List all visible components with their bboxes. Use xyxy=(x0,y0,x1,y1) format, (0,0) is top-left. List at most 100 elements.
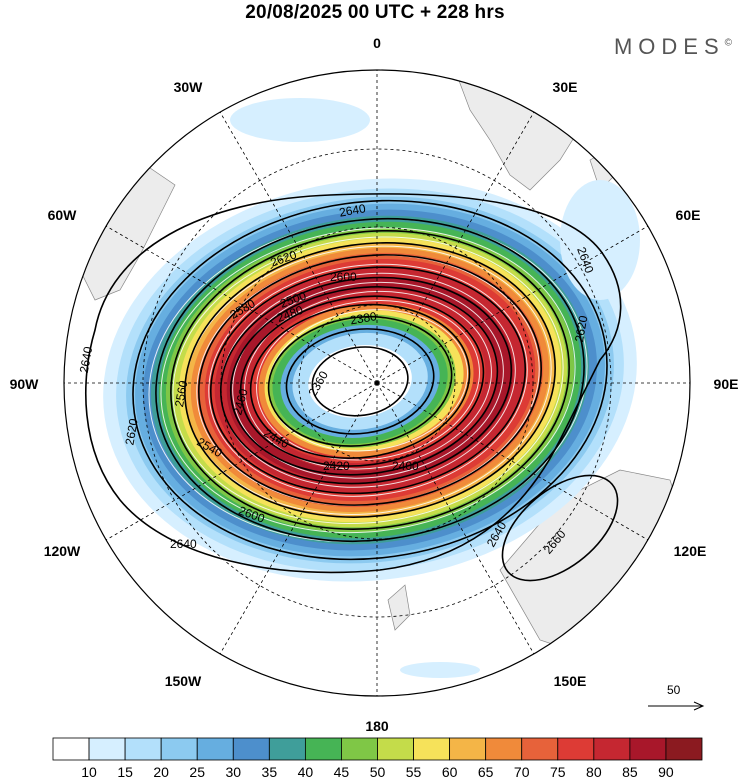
reference-vector-label: 50 xyxy=(667,683,681,697)
colorbar-swatches xyxy=(52,737,703,761)
modes-logo: MODES© xyxy=(614,34,732,60)
contour-2560 xyxy=(184,242,556,518)
meridian-150e xyxy=(376,382,535,655)
colorbar-tick-label: 60 xyxy=(442,764,458,780)
lon-label-30w: 30W xyxy=(174,79,204,95)
colorbar-tick-label: 50 xyxy=(370,764,386,780)
meridian-120e xyxy=(376,382,649,541)
new-zealand-land xyxy=(387,584,411,631)
longitude-labels: 0 30E 60E 90E 120E 150E 180 150W 120W 90… xyxy=(10,35,739,734)
meridian-60e xyxy=(376,225,649,384)
meridian-30e xyxy=(376,111,535,384)
contour-label: 2640 xyxy=(77,345,95,374)
contour-2460 xyxy=(229,286,499,476)
colorbar-tick-label: 25 xyxy=(189,764,205,780)
colorbar-swatch xyxy=(160,737,198,761)
colorbar-swatch xyxy=(341,737,378,761)
map-boundary xyxy=(63,69,691,697)
colorbar-tick-label: 65 xyxy=(478,764,494,780)
colorbar-swatch xyxy=(304,737,342,761)
lon-label-60e: 60E xyxy=(676,207,701,223)
colorbar-tick-label: 85 xyxy=(622,764,638,780)
height-contours xyxy=(85,193,622,582)
jet-inner-calm xyxy=(308,345,412,418)
contour-2440 xyxy=(239,295,485,467)
colorbar-swatch xyxy=(557,737,595,761)
colorbar-swatch xyxy=(124,737,162,761)
streamline xyxy=(256,300,480,461)
colorbar: 10 15 20 25 30 35 40 45 50 55 60 65 70 75 80 85 90 xyxy=(52,737,703,780)
colorbar-tick-label: 15 xyxy=(117,764,133,780)
colorbar-swatch xyxy=(88,737,126,761)
contour-label: 2620 xyxy=(572,314,590,343)
contour-label: 2600 xyxy=(330,270,357,284)
streamline xyxy=(172,236,564,525)
colorbar-tick-label: 75 xyxy=(550,764,566,780)
contour-2620 xyxy=(132,199,608,561)
colorbar-swatch xyxy=(268,737,306,761)
meridian-60w xyxy=(105,225,378,384)
arrowhead-icon xyxy=(693,701,705,711)
patch-pacific xyxy=(400,662,480,678)
streamline xyxy=(244,290,492,470)
lon-label-180: 180 xyxy=(365,718,389,734)
meridians xyxy=(64,70,690,696)
streamline xyxy=(208,263,528,497)
contour-2500 xyxy=(209,266,527,495)
colorbar-tick-label: 45 xyxy=(334,764,350,780)
colorbar-ticks: 10 15 20 25 30 35 40 45 50 55 60 65 70 75 80 85 90 xyxy=(81,764,674,780)
weak-wind-patches xyxy=(230,98,640,678)
lon-label-90w: 90W xyxy=(10,376,40,392)
patch-indian xyxy=(560,180,640,300)
contour-label: 2640 xyxy=(338,201,367,219)
contour-2400 xyxy=(267,315,453,447)
streamline xyxy=(232,281,504,479)
contour-2420 xyxy=(249,303,471,459)
contour-label: 2560 xyxy=(172,379,190,408)
colorbar-swatch xyxy=(232,737,270,761)
colorbar-swatch xyxy=(196,737,234,761)
polar-map: 0 30E 60E 90E 120E 150E 180 150W 120W 90… xyxy=(10,35,739,734)
meridian-30w xyxy=(219,111,378,384)
colorbar-swatch xyxy=(413,737,451,761)
colorbar-tick-label: 35 xyxy=(262,764,278,780)
colorbar-tick-label: 55 xyxy=(406,764,422,780)
colorbar-tick-label: 90 xyxy=(658,764,674,780)
colorbar-swatch xyxy=(593,737,631,761)
contour-2660 xyxy=(501,474,619,582)
streamline xyxy=(160,227,576,534)
lon-label-150e: 150E xyxy=(554,673,587,689)
contour-label: 2640 xyxy=(170,537,197,551)
contour-2360 xyxy=(311,346,409,417)
colorbar-swatch xyxy=(521,737,559,761)
colorbar-swatch xyxy=(52,737,90,761)
map-title: 20/08/2025 00 UTC + 228 hrs xyxy=(245,2,505,23)
contour-2380 xyxy=(285,328,435,435)
contour-label: 2620 xyxy=(122,417,140,446)
logo-mark: © xyxy=(724,37,732,49)
colorbar-tick-label: 20 xyxy=(153,764,169,780)
colorbar-swatch xyxy=(377,737,414,761)
reference-vector: 50 xyxy=(648,683,705,711)
contour-label: 2380 xyxy=(349,309,378,327)
contour-label: 2460 xyxy=(230,387,251,417)
colorbar-swatch xyxy=(665,737,703,761)
meridian-120w xyxy=(105,382,378,541)
lon-label-30e: 30E xyxy=(553,79,578,95)
colorbar-swatch xyxy=(449,737,487,761)
lon-label-120e: 120E xyxy=(674,543,707,559)
contour-label: 2420 xyxy=(323,459,350,473)
colorbar-tick-label: 10 xyxy=(81,764,97,780)
lon-label-0: 0 xyxy=(373,35,381,51)
patch-atlantic xyxy=(230,98,370,142)
colorbar-tick-label: 40 xyxy=(298,764,314,780)
contour-2480 xyxy=(219,276,513,485)
colorbar-tick-label: 80 xyxy=(586,764,602,780)
contour-2580 xyxy=(170,230,570,530)
colorbar-tick-label: 30 xyxy=(225,764,241,780)
contour-2540 xyxy=(198,254,542,506)
colorbar-swatch xyxy=(485,737,523,761)
lon-label-90e: 90E xyxy=(714,376,739,392)
contour-label: 2400 xyxy=(392,459,419,473)
lon-label-150w: 150W xyxy=(165,673,202,689)
